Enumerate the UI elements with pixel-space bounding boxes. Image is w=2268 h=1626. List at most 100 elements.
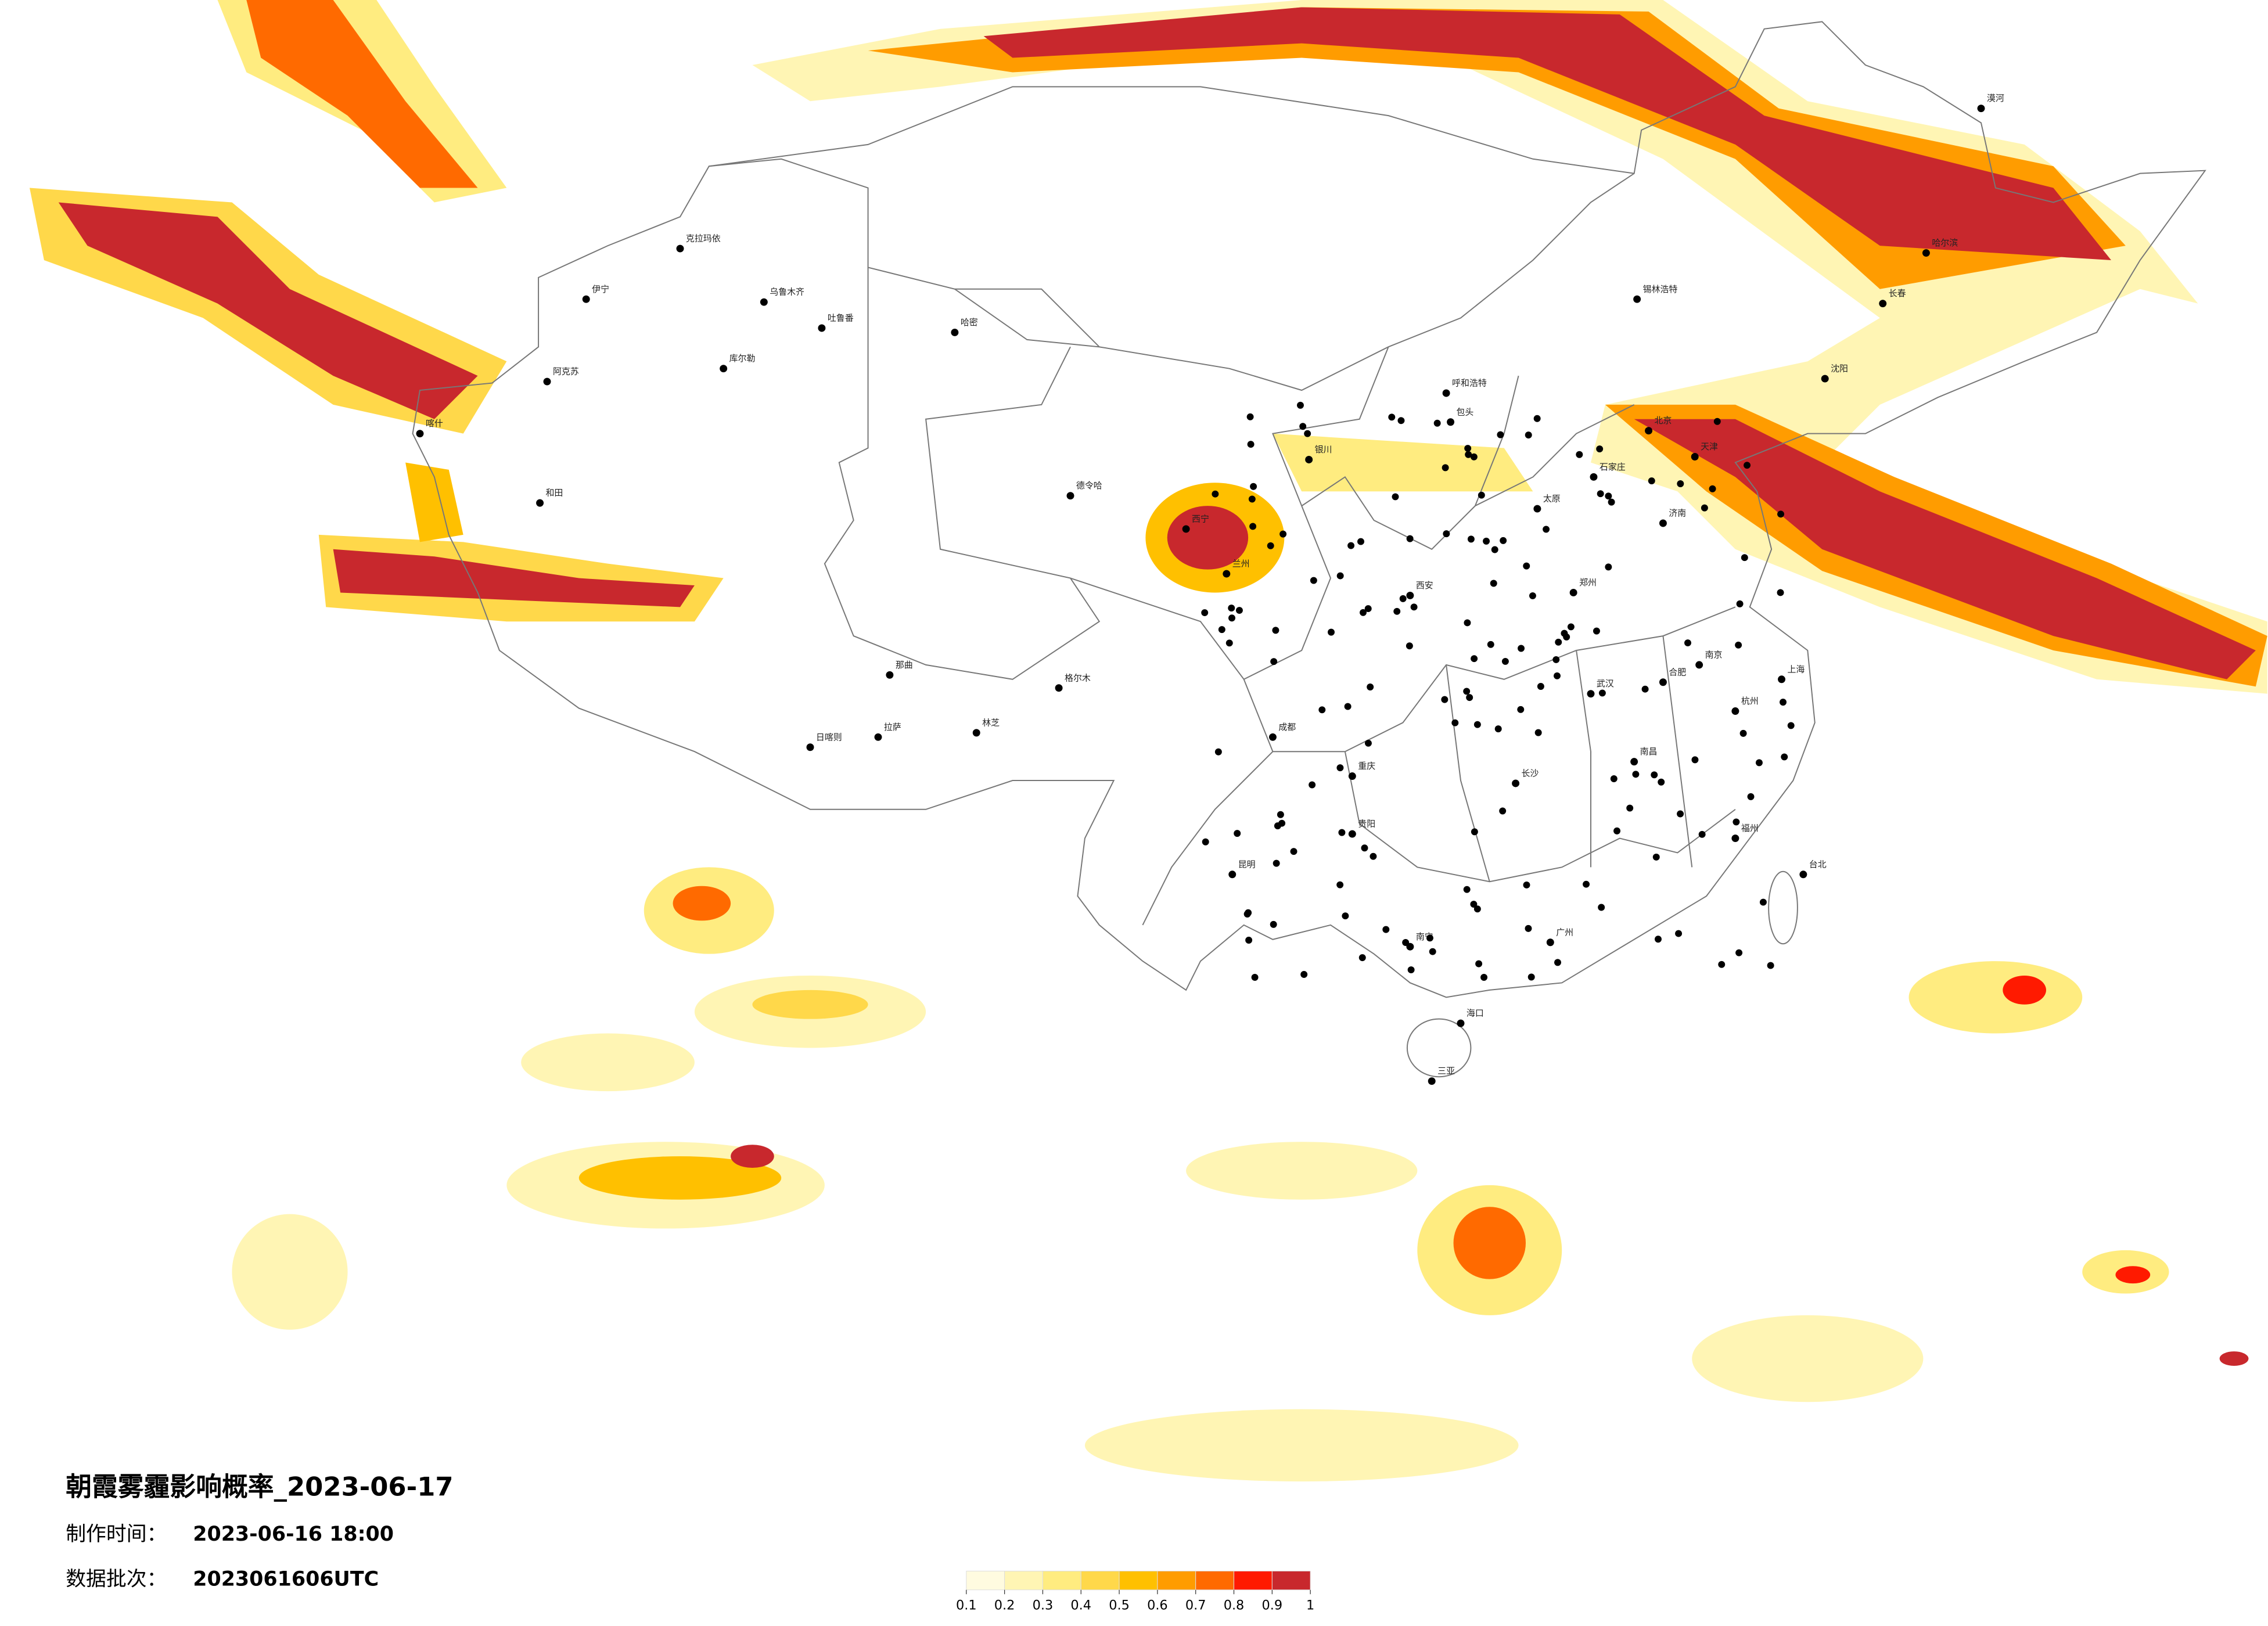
city-dot [1659,678,1667,686]
city-dot [1598,689,1606,697]
city-dot [972,729,980,737]
city-dot [1290,848,1297,855]
city-dot [1691,756,1699,764]
city-label: 拉萨 [884,722,901,732]
city-dot [1347,542,1355,549]
city-label: 长沙 [1522,768,1539,779]
city-dot [1475,960,1483,967]
probability-area [1084,1409,1519,1482]
city-dot [1645,427,1653,435]
city-label: 乌鲁木齐 [770,287,804,297]
city-label: 哈密 [961,317,978,328]
city-dot [1478,491,1485,499]
city-dot [1357,538,1364,545]
city-dot [1406,942,1414,951]
city-dot [1367,683,1374,690]
city-dot [1055,684,1063,692]
city-dot [1497,431,1504,438]
city-label: 武汉 [1597,678,1614,689]
city-dot [1249,523,1257,530]
city-dot [1583,880,1590,888]
city-label: 北京 [1655,415,1672,426]
city-label: 克拉玛依 [686,233,721,244]
legend-swatch [1234,1570,1273,1591]
city-label: 昆明 [1238,859,1256,869]
probability-area [983,7,2111,260]
city-dot [1777,589,1784,596]
city-dot [1641,685,1649,693]
legend-swatch [1195,1570,1235,1591]
city-dot [1651,771,1658,779]
city-dot [1736,600,1744,607]
city-label: 济南 [1669,508,1686,519]
city-dot [1567,623,1575,631]
city-dot [1533,415,1541,422]
city-dot [1251,974,1259,981]
city-dot [1388,413,1396,421]
city-dot [1487,641,1494,648]
city-dot [1731,834,1739,843]
city-dot [1695,661,1703,669]
city-dot [1630,758,1638,766]
city-dot [1202,838,1209,846]
city-dot [1633,295,1641,303]
city-dot [1397,417,1405,425]
city-dot [1658,778,1665,786]
city-label: 合肥 [1669,667,1686,677]
city-dot [1248,495,1256,503]
city-label: 库尔勒 [729,353,756,364]
city-dot [1554,672,1561,679]
city-dot [1234,830,1241,837]
city-dot [1675,930,1683,937]
city-dot [1759,898,1767,906]
city-dot [1739,729,1747,737]
city-dot [1364,739,1372,747]
city-dot [1543,526,1550,533]
city-dot [1767,962,1774,969]
city-dot [1399,595,1407,602]
city-dot [1879,300,1887,308]
city-dot [1713,418,1721,425]
city-label: 西宁 [1192,513,1209,524]
production-time-label: 制作时间： [66,1523,167,1546]
probability-area [232,1214,348,1330]
city-label: 伊宁 [592,284,609,294]
city-dot [1442,464,1449,472]
city-dot [1426,934,1433,942]
city-label: 海口 [1467,1008,1484,1019]
city-dot [1777,510,1785,518]
city-dot [1470,901,1478,908]
city-dot [1470,453,1478,461]
city-label: 成都 [1278,722,1296,732]
city-dot [676,244,684,253]
city-dot [1552,656,1560,663]
city-label: 和田 [546,488,563,498]
city-dot [1977,105,1985,113]
probability-area [1634,419,2256,679]
city-dot [543,377,551,386]
city-dot [1483,537,1490,545]
city-dot [1304,430,1311,437]
probability-area [521,1033,695,1092]
legend-swatch [1080,1570,1120,1591]
city-dot [1598,904,1605,911]
city-dot [1392,493,1399,501]
city-dot [1246,413,1254,420]
city-dot [1245,937,1253,944]
city-dot [1201,609,1209,617]
city-dot [1223,570,1231,578]
city-dot [1467,535,1475,543]
taiwan-outline [1768,870,1798,945]
city-dot [1310,577,1317,584]
city-label: 日喀则 [816,732,842,742]
city-label: 喀什 [426,418,443,429]
probability-area [578,1156,782,1200]
city-dot [1587,690,1595,698]
city-label: 台北 [1809,859,1827,869]
city-label: 包头 [1457,406,1474,417]
city-dot [416,430,424,438]
city-dot [1358,954,1366,962]
probability-area [2115,1266,2151,1284]
city-dot [1512,779,1520,787]
